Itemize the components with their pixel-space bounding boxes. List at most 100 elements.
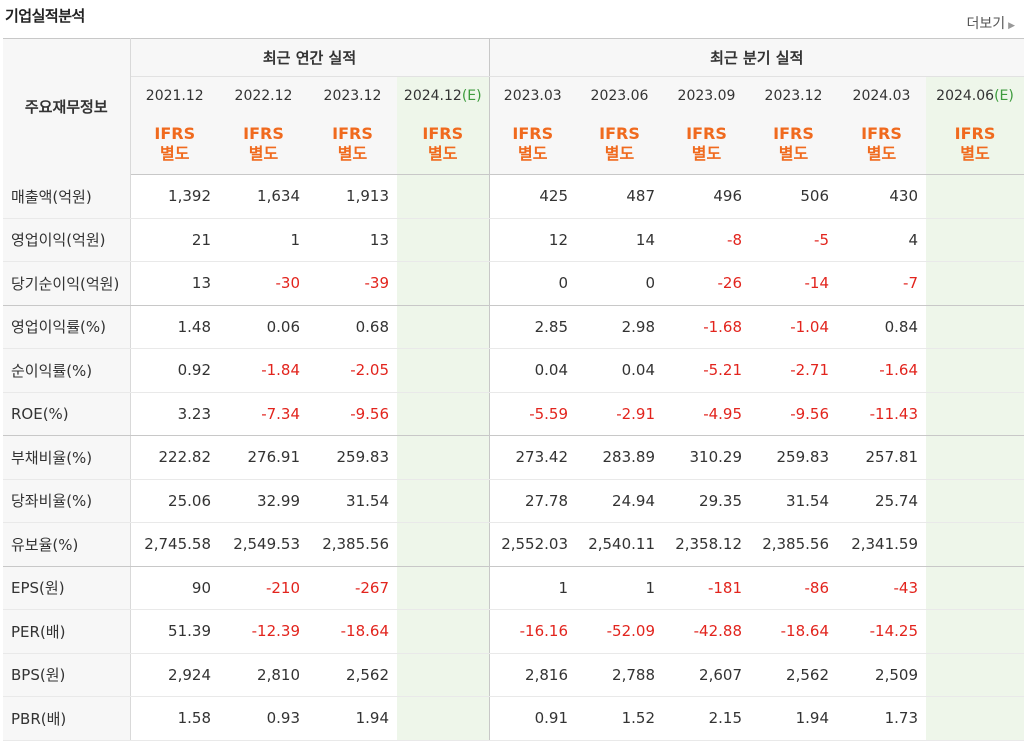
table-cell xyxy=(926,435,1025,480)
more-label: 더보기 xyxy=(966,16,1006,32)
table-row: 매출액(억원) 1,392 1,634 1,913 425 487 496 506 430 xyxy=(3,174,1025,219)
quarter-group-header: 최근 분기 실적 xyxy=(489,38,1025,77)
table-cell: 0.84 xyxy=(837,305,926,349)
table-cell: -1.04 xyxy=(750,305,837,349)
table-cell: 29.35 xyxy=(663,479,750,523)
table-cell: 2,358.12 xyxy=(663,522,750,567)
table-cell: -5 xyxy=(750,218,837,262)
table-cell: 0.04 xyxy=(576,348,663,393)
table-cell: 25.06 xyxy=(130,479,219,523)
table-row: 영업이익(억원) 21 1 13 12 14 -8 -5 4 xyxy=(3,218,1025,262)
table-cell: 257.81 xyxy=(837,435,926,480)
table-cell: 21 xyxy=(130,218,219,262)
table-cell: -9.56 xyxy=(750,392,837,436)
estimate-marker: (E) xyxy=(994,87,1014,104)
table-cell: 2,607 xyxy=(663,653,750,697)
table-cell xyxy=(397,435,490,480)
table-cell xyxy=(926,522,1025,567)
table-cell: 276.91 xyxy=(219,435,308,480)
table-cell: 13 xyxy=(308,218,397,262)
table-cell: 2.15 xyxy=(663,696,750,741)
table-cell: 31.54 xyxy=(750,479,837,523)
table-row: 부채비율(%) 222.82 276.91 259.83 273.42 283.89 310… xyxy=(3,435,1025,480)
table-cell xyxy=(926,696,1025,741)
table-cell: -18.64 xyxy=(750,609,837,654)
table-cell: 0.91 xyxy=(489,696,576,741)
row-label: 유보율(%) xyxy=(3,522,131,567)
table-cell: 1.94 xyxy=(750,696,837,741)
table-cell xyxy=(926,218,1025,262)
table-cell: 1.52 xyxy=(576,696,663,741)
table-cell: 1.73 xyxy=(837,696,926,741)
ifrs-badge: IFRS 별도 xyxy=(926,114,1025,175)
table-cell: -5.21 xyxy=(663,348,750,393)
table-cell: 496 xyxy=(663,174,750,219)
table-cell: 0.06 xyxy=(219,305,308,349)
table-cell: 425 xyxy=(489,174,576,219)
row-label: PBR(배) xyxy=(3,696,131,741)
table-cell: 2,509 xyxy=(837,653,926,697)
table-cell xyxy=(926,261,1025,306)
table-cell: -210 xyxy=(219,566,308,610)
table-cell: -181 xyxy=(663,566,750,610)
period-header: 2022.12 xyxy=(219,76,308,115)
ifrs-badge: IFRS 별도 xyxy=(750,114,837,175)
period-header: 2024.06(E) xyxy=(926,76,1025,115)
corner-header: 주요재무정보 xyxy=(3,38,131,175)
row-label: 영업이익률(%) xyxy=(3,305,131,349)
table-cell: 259.83 xyxy=(750,435,837,480)
table-cell xyxy=(397,566,490,610)
period-header: 2021.12 xyxy=(130,76,219,115)
table-cell: 2.98 xyxy=(576,305,663,349)
row-label: BPS(원) xyxy=(3,653,131,697)
table-cell: 25.74 xyxy=(837,479,926,523)
table-cell xyxy=(397,609,490,654)
row-label: 부채비율(%) xyxy=(3,435,131,480)
table-cell xyxy=(397,305,490,349)
table-cell: 0.68 xyxy=(308,305,397,349)
table-cell: -9.56 xyxy=(308,392,397,436)
table-cell: 0.04 xyxy=(489,348,576,393)
table-cell: 0 xyxy=(576,261,663,306)
table-cell: -30 xyxy=(219,261,308,306)
table-cell: -43 xyxy=(837,566,926,610)
table-cell xyxy=(397,174,490,219)
table-cell: 1 xyxy=(576,566,663,610)
period-header: 2023.09 xyxy=(663,76,750,115)
table-cell: 2,549.53 xyxy=(219,522,308,567)
period-header: 2023.03 xyxy=(489,76,576,115)
table-cell: 222.82 xyxy=(130,435,219,480)
table-cell: -39 xyxy=(308,261,397,306)
table-cell: -7 xyxy=(837,261,926,306)
table-cell: 90 xyxy=(130,566,219,610)
row-label: 당기순이익(억원) xyxy=(3,261,131,306)
more-link[interactable]: 더보기 ▶ xyxy=(966,13,1015,33)
table-cell: 13 xyxy=(130,261,219,306)
table-cell: -42.88 xyxy=(663,609,750,654)
table-cell xyxy=(926,609,1025,654)
row-label: 영업이익(억원) xyxy=(3,218,131,262)
table-row: 유보율(%) 2,745.58 2,549.53 2,385.56 2,552.03 2,… xyxy=(3,522,1025,567)
table-cell: 2,745.58 xyxy=(130,522,219,567)
table-cell: 487 xyxy=(576,174,663,219)
table-row: PER(배) 51.39 -12.39 -18.64 -16.16 -52.09 -42.8… xyxy=(3,609,1025,654)
table-cell: 2,552.03 xyxy=(489,522,576,567)
table-cell: 1,392 xyxy=(130,174,219,219)
table-cell: -1.64 xyxy=(837,348,926,393)
ifrs-badge: IFRS 별도 xyxy=(130,114,219,175)
financial-table: 주요재무정보 최근 연간 실적 최근 분기 실적 2021.12 2022.12 2… xyxy=(3,38,1025,741)
table-row: ROE(%) 3.23 -7.34 -9.56 -5.59 -2.91 -4.95 -9.56… xyxy=(3,392,1025,436)
table-cell xyxy=(397,348,490,393)
table-cell: -8 xyxy=(663,218,750,262)
table-cell: 1,634 xyxy=(219,174,308,219)
row-label: ROE(%) xyxy=(3,392,131,436)
table-cell: 1.48 xyxy=(130,305,219,349)
table-cell: 0.93 xyxy=(219,696,308,741)
row-label: PER(배) xyxy=(3,609,131,654)
table-cell: -16.16 xyxy=(489,609,576,654)
table-cell: 1.58 xyxy=(130,696,219,741)
table-cell xyxy=(926,566,1025,610)
table-cell: 430 xyxy=(837,174,926,219)
table-row: 당좌비율(%) 25.06 32.99 31.54 27.78 24.94 29.35 31.… xyxy=(3,479,1025,523)
table-cell xyxy=(397,653,490,697)
